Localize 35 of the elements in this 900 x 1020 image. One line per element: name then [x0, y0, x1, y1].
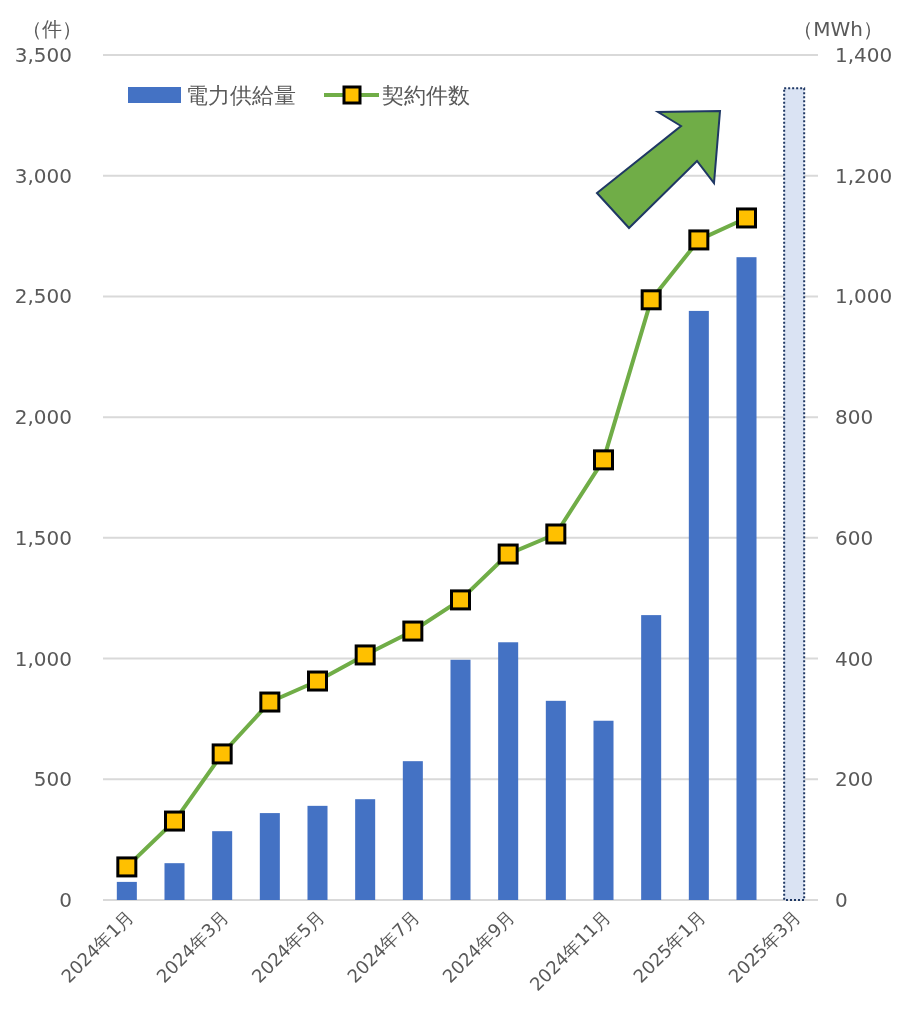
bar: [402, 761, 423, 900]
bar: [116, 881, 137, 900]
bar: [164, 863, 185, 900]
bar: [498, 642, 519, 900]
bar: [355, 799, 376, 900]
y-tick-label: 500: [33, 767, 72, 792]
y-tick-label: 3,500: [14, 43, 72, 67]
y-tick-label: 1,500: [14, 525, 72, 550]
legend-label: 電力供給量: [186, 83, 296, 108]
y2-tick-label: 1,200: [835, 163, 893, 188]
y-tick-label: 2,500: [14, 284, 72, 309]
bar: [783, 87, 806, 901]
y-tick-label: 3,000: [14, 163, 72, 188]
y2-tick-label: 400: [835, 646, 874, 671]
bar: [688, 310, 709, 900]
bar: [259, 813, 280, 900]
y-tick-label: 1,000: [14, 646, 72, 671]
bar: [736, 257, 757, 900]
y2-tick-label: 1,000: [835, 284, 893, 309]
y-tick-label: 0: [59, 888, 72, 912]
legend-label: 契約件数: [382, 83, 470, 108]
y2-axis-title: （MWh）: [793, 17, 883, 41]
bar: [593, 720, 614, 900]
y2-tick-label: 0: [835, 888, 848, 912]
bar: [545, 700, 566, 900]
y-axis-title: （件）: [22, 17, 82, 41]
bar: [307, 805, 328, 900]
y2-tick-label: 600: [835, 525, 874, 550]
y-tick-label: 2,000: [14, 405, 72, 430]
y2-tick-label: 800: [835, 405, 874, 430]
y2-tick-label: 1,400: [835, 43, 893, 67]
bar: [450, 659, 471, 900]
y2-tick-label: 200: [835, 767, 874, 792]
bar: [212, 831, 233, 900]
bar: [641, 615, 662, 900]
